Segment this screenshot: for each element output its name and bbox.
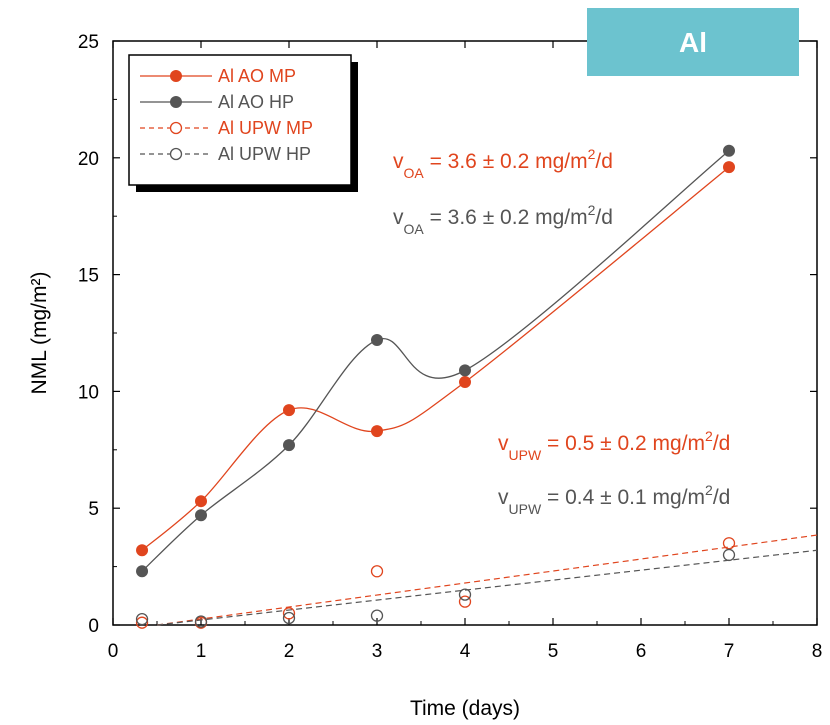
data-point [135, 616, 149, 629]
y-tick-label: 15 [78, 266, 99, 287]
x-tick-label: 8 [812, 641, 823, 662]
data-point [283, 404, 295, 417]
element-badge [587, 8, 799, 76]
axis-ticks [112, 40, 818, 626]
data-point [459, 364, 471, 377]
data-point [282, 611, 296, 625]
x-tick-label: 2 [284, 641, 295, 662]
x-tick-label: 0 [108, 641, 119, 662]
data-point [136, 544, 149, 557]
legend-marker [169, 121, 183, 135]
fit-line-3 [156, 549, 818, 626]
rate-annotation: vOA = 3.6 ± 0.2 mg/m2/d [393, 202, 613, 237]
y-tick-label: 25 [78, 32, 99, 53]
fit-lines [156, 534, 818, 626]
x-tick-label: 7 [724, 641, 735, 662]
y-tick-label: 0 [88, 616, 99, 637]
y-axis-title: NML (mg/m²) [28, 272, 51, 395]
data-point [458, 595, 472, 608]
data-point [282, 607, 296, 620]
data-point [370, 609, 384, 622]
data-point [370, 565, 384, 578]
fit-line-2 [156, 534, 818, 626]
x-axis-title: Time (days) [410, 697, 520, 720]
legend-label: Al UPW MP [218, 118, 313, 138]
element-badge-label: Al [679, 27, 707, 58]
legend-label: Al AO HP [218, 92, 294, 112]
legend: Al AO MP Al AO HP Al UPW MP Al UPW HP [128, 54, 358, 192]
data-point [195, 495, 207, 508]
x-tick-label: 3 [372, 641, 383, 662]
data-point [371, 425, 383, 438]
rate-annotation: vUPW = 0.5 ± 0.2 mg/m2/d [498, 428, 730, 463]
data-point [722, 537, 736, 550]
legend-marker [169, 147, 183, 161]
legend-marker [170, 70, 182, 82]
rate-annotations: vOA = 3.6 ± 0.2 mg/m2/d vOA = 3.6 ± 0.2 m… [393, 146, 730, 517]
y-tick-label: 20 [78, 149, 99, 170]
data-point [371, 334, 383, 347]
series-markers [135, 144, 736, 629]
legend-label: Al AO MP [218, 66, 296, 86]
data-point [283, 439, 295, 452]
data-point [135, 613, 149, 626]
tick-labels: 0 1 2 3 4 5 6 7 8 0 5 10 15 20 25 [78, 32, 822, 662]
data-point [722, 548, 736, 562]
x-tick-label: 1 [196, 641, 207, 662]
y-tick-label: 10 [78, 382, 99, 403]
data-point [195, 509, 207, 522]
data-point [723, 161, 735, 174]
data-point [458, 588, 472, 601]
data-point [136, 565, 149, 578]
data-point [459, 376, 471, 389]
legend-label: Al UPW HP [218, 144, 311, 164]
rate-annotation: vUPW = 0.4 ± 0.1 mg/m2/d [498, 482, 730, 517]
x-tick-label: 4 [460, 641, 471, 662]
data-point [723, 144, 735, 157]
x-tick-label: 6 [636, 641, 647, 662]
legend-marker [170, 96, 182, 108]
rate-annotation: vOA = 3.6 ± 0.2 mg/m2/d [393, 146, 613, 181]
x-tick-label: 5 [548, 641, 559, 662]
legend-box [128, 54, 352, 186]
y-tick-label: 5 [88, 499, 99, 520]
data-point [194, 615, 208, 628]
